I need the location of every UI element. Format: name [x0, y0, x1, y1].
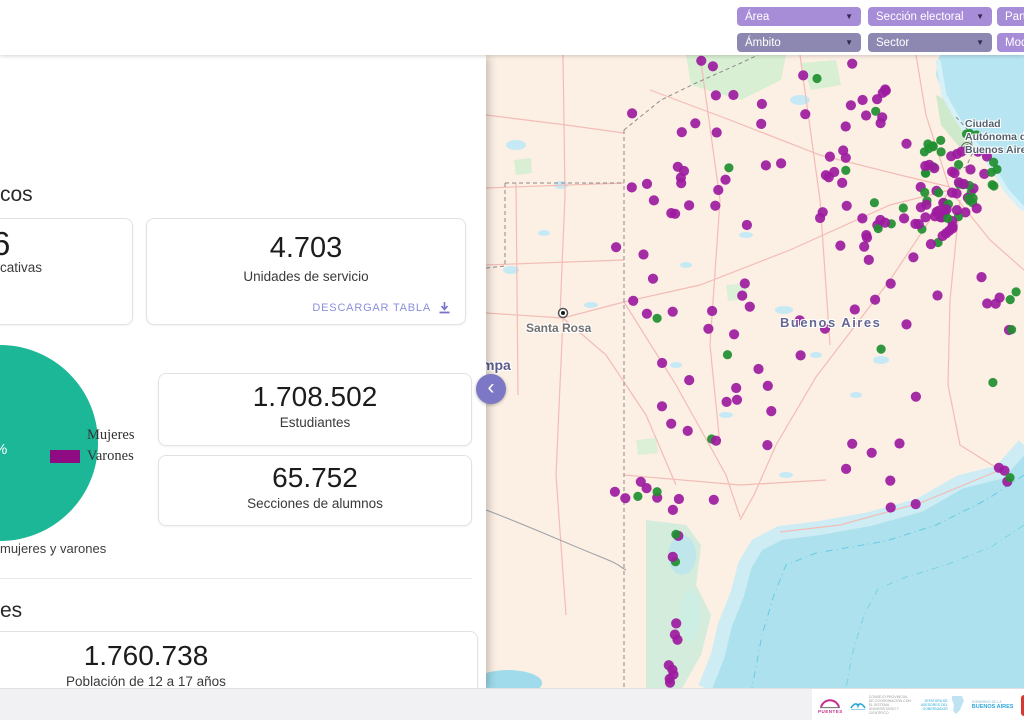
filter-bar: Área ▼ Sección electoral ▼ Partido ▼ Ámb…: [0, 0, 1024, 55]
filter-sector[interactable]: Sector ▼: [868, 33, 992, 52]
legend-label-mujeres: Mujeres: [87, 427, 135, 443]
section-title-basicos: cos: [0, 183, 33, 206]
unidades-servicio-label: Unidades de servicio: [243, 269, 369, 284]
card-unidades-servicio: 4.703 Unidades de servicio DESCARGAR TAB…: [146, 218, 466, 325]
filter-ambito[interactable]: Ámbito ▼: [737, 33, 861, 52]
stats-side-panel: cos 6 cativas 4.703 Unidades de servicio…: [0, 55, 486, 720]
poblacion-value: 1.760.738: [83, 640, 209, 671]
buenos-aires-gov-logo: GOBIERNO DE LA BUENOS AIRES: [971, 700, 1014, 710]
chevron-down-icon: ▼: [976, 12, 984, 21]
filter-partido[interactable]: Partido ▼: [997, 7, 1024, 26]
map-label-santa-rosa: Santa Rosa: [526, 321, 592, 335]
chevron-down-icon: ▼: [845, 38, 853, 47]
map-dots[interactable]: [609, 55, 1021, 688]
secciones-value: 65.752: [272, 462, 358, 493]
province-map-icon: [951, 696, 964, 714]
legend-swatch-mujeres: [50, 429, 80, 442]
puentes-logo: PUENTES: [818, 696, 843, 714]
estudiantes-value: 1.708.502: [252, 381, 378, 412]
unidades-educativas-label: cativas: [0, 260, 43, 275]
card-unidades-educativas: [0, 218, 133, 325]
gender-pie-chart[interactable]: [0, 345, 98, 541]
download-icon: [439, 302, 450, 314]
unidades-educativas-value: 6: [0, 225, 11, 262]
legend-swatch-varones: [50, 450, 80, 463]
filter-area[interactable]: Área ▼: [737, 7, 861, 26]
chevron-down-icon: ▼: [976, 38, 984, 47]
map-base-layers: [486, 55, 1024, 688]
section-title-poblacion: es: [0, 599, 23, 622]
jefatura-asesores-logo: JEFATURA DE ASESORES DEL GOBERNADOR: [920, 695, 965, 715]
map-label-caba: Ciudad Autónoma d Buenos Aire: [965, 118, 1024, 156]
estudiantes-label: Estudiantes: [279, 415, 351, 430]
red-cube-logo: [1021, 695, 1024, 716]
map-label-la-pampa: mpa: [486, 357, 511, 373]
gender-pie-percentage: %: [0, 441, 7, 458]
chevron-down-icon: ▼: [845, 12, 853, 21]
descargar-tabla-button[interactable]: DESCARGAR TABLA: [312, 301, 451, 314]
chevron-left-icon: ‹: [487, 376, 495, 399]
filter-seccion-electoral[interactable]: Sección electoral ▼: [868, 7, 992, 26]
gender-caption: mujeres y varones: [0, 541, 107, 556]
divider-1: [0, 578, 472, 579]
unidades-servicio-value: 4.703: [269, 232, 343, 264]
filter-modalidad[interactable]: Modalidad ▼: [997, 33, 1024, 52]
open-book-icon: [850, 703, 866, 710]
panel-collapse-button[interactable]: ‹: [476, 374, 506, 404]
poblacion-label: Población de 12 a 17 años: [66, 674, 226, 689]
card-secciones: 65.752 Secciones de alumnos: [158, 455, 472, 526]
map-label-buenos-aires: Buenos Aires: [780, 315, 882, 330]
legend-label-varones: Varones: [87, 448, 134, 464]
footer-logos: PUENTES CONSEJO PROVINCIAL DE COORDINACI…: [812, 689, 1024, 720]
card-estudiantes: 1.708.502 Estudiantes: [158, 373, 472, 446]
consejo-universitario-logo: CONSEJO PROVINCIAL DE COORDINACIÓN CON E…: [850, 695, 913, 715]
bridge-icon: [820, 699, 841, 709]
santa-rosa-marker: [557, 307, 569, 319]
descargar-tabla-label: DESCARGAR TABLA: [312, 301, 431, 314]
secciones-label: Secciones de alumnos: [247, 496, 383, 511]
footer-bar: PUENTES CONSEJO PROVINCIAL DE COORDINACI…: [0, 688, 1024, 720]
map-canvas[interactable]: mpa Santa Rosa Buenos Aires Ciudad Autón…: [486, 55, 1024, 688]
